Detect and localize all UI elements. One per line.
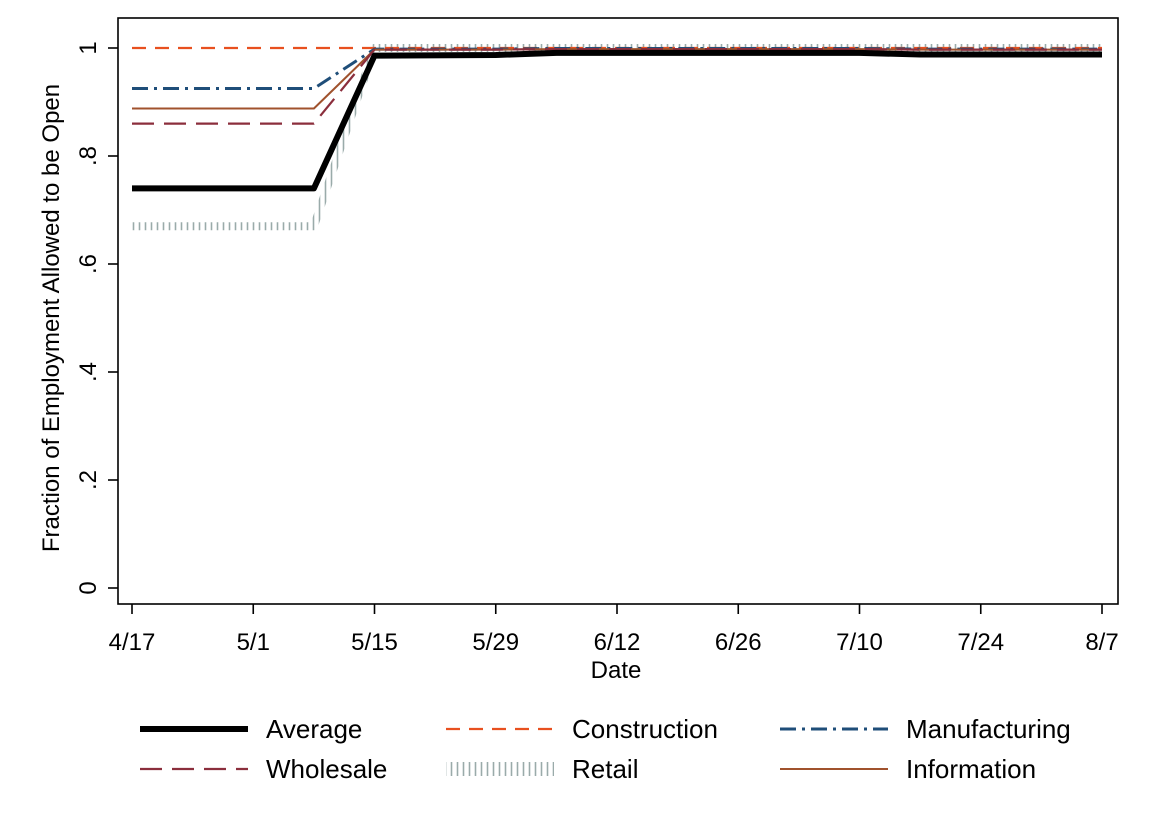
y-axis: 0 .2 .4 .6 .8 1 [75,41,118,595]
y-tick-label: 0 [75,581,102,594]
y-tick-label: 1 [75,41,102,54]
legend: Average Construction Manufacturing Wholesal… [140,714,1071,784]
x-tick-label: 5/1 [237,629,270,656]
series-layer [132,44,1102,231]
y-tick-label: .2 [75,470,102,490]
legend-label: Average [266,714,362,744]
series-line-wholesale [132,47,1102,125]
x-tick-label: 7/24 [957,629,1004,656]
y-axis-title: Fraction of Employment Allowed to be Ope… [38,84,65,552]
y-tick-label: .4 [75,362,102,382]
x-axis-title: Date [591,657,642,684]
legend-label: Construction [572,714,718,744]
x-axis: 4/17 5/1 5/15 5/29 6/12 6/26 7/10 7/24 8/7 [109,604,1119,656]
plot-area [117,17,1119,605]
x-tick-label: 5/15 [351,629,398,656]
x-tick-label: 6/26 [715,629,762,656]
legend-item-retail: Retail [446,754,638,784]
legend-item-manufacturing: Manufacturing [780,714,1071,744]
legend-label: Retail [572,754,638,784]
y-tick-label: .8 [75,146,102,166]
legend-item-average: Average [140,714,362,744]
series-line-average [132,49,1102,192]
x-tick-label: 7/10 [836,629,883,656]
x-tick-label: 8/7 [1085,629,1118,656]
legend-item-construction: Construction [446,714,718,744]
x-tick-label: 5/29 [472,629,519,656]
legend-label: Information [906,754,1036,784]
legend-label: Wholesale [266,754,387,784]
x-tick-label: 4/17 [109,629,156,656]
legend-item-information: Information [780,754,1036,784]
legend-label: Manufacturing [906,714,1071,744]
x-tick-label: 6/12 [594,629,641,656]
legend-item-wholesale: Wholesale [140,754,387,784]
y-tick-label: .6 [75,254,102,274]
